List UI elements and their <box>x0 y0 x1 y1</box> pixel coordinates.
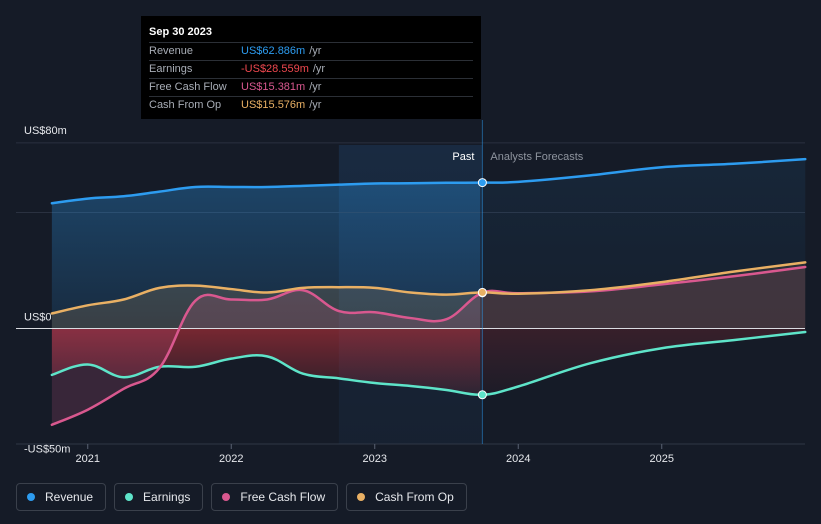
tooltip-unit: /yr <box>309 99 322 111</box>
legend-dot-icon <box>222 493 231 501</box>
tooltip-unit: /yr <box>312 63 326 75</box>
tooltip-label: Cash From Op <box>149 99 222 111</box>
x-tick-label: 2025 <box>650 453 674 465</box>
legend-label: Free Cash Flow <box>240 490 326 504</box>
analysts-forecasts-label: Analysts Forecasts <box>490 151 583 163</box>
fcf-area-forecast <box>480 267 806 329</box>
tooltip-row-free-cash-flow: Free Cash Flow US$15.381m /yr <box>149 78 473 96</box>
tooltip-value: US$62.886m <box>241 45 306 57</box>
legend-dot-icon <box>125 493 134 501</box>
legend-item-cash-from-op[interactable]: Cash From Op <box>346 483 467 511</box>
past-label: Past <box>452 151 474 163</box>
tooltip-label: Earnings <box>149 63 193 75</box>
data-tooltip: Sep 30 2023 Revenue US$62.886m /yr Earni… <box>141 16 481 119</box>
y-tick-label-zero: US$0 <box>24 312 52 324</box>
chart-legend: Revenue Earnings Free Cash Flow Cash Fro… <box>16 483 467 511</box>
tooltip-label: Revenue <box>149 45 194 57</box>
legend-label: Cash From Op <box>375 490 454 504</box>
cfo-area-past <box>51 285 480 329</box>
legend-dot-icon <box>357 493 366 501</box>
legend-label: Revenue <box>45 490 94 504</box>
revenue-marker <box>477 178 487 188</box>
tooltip-row-revenue: Revenue US$62.886m /yr <box>149 42 473 60</box>
fcf-line <box>50 265 807 427</box>
tooltip-unit: /yr <box>309 81 322 93</box>
revenue-line <box>50 157 807 205</box>
x-tick-label: 2023 <box>363 453 387 465</box>
cfo-area-forecast <box>480 262 806 329</box>
tooltip-unit: /yr <box>309 45 322 57</box>
x-tick-label: 2024 <box>506 453 530 465</box>
y-tick-label-bottom: -US$50m <box>24 444 70 456</box>
earnings-area-forecast <box>480 328 806 395</box>
legend-dot-icon <box>27 493 35 501</box>
revenue-area-forecast <box>480 159 806 329</box>
cfo-line <box>50 261 807 315</box>
earnings-area-past <box>51 328 480 395</box>
tooltip-row-cash-from-op: Cash From Op US$15.576m /yr <box>149 96 473 114</box>
x-axis: 2021 2022 2023 2024 2025 <box>76 444 674 465</box>
tooltip-row-earnings: Earnings -US$28.559m /yr <box>149 60 473 78</box>
series-lines <box>50 157 807 427</box>
series-area-fills <box>51 159 806 425</box>
x-tick-label: 2022 <box>219 453 243 465</box>
tooltip-value: -US$28.559m <box>241 63 309 75</box>
fcf-area-past <box>51 289 480 425</box>
legend-item-free-cash-flow[interactable]: Free Cash Flow <box>211 483 339 511</box>
legend-item-revenue[interactable]: Revenue <box>16 483 107 511</box>
tooltip-value: US$15.576m <box>241 99 306 111</box>
revenue-area-past <box>51 182 480 329</box>
x-tick-label: 2021 <box>76 453 100 465</box>
tooltip-date: Sep 30 2023 <box>149 26 212 38</box>
legend-label: Earnings <box>143 490 191 504</box>
tooltip-point-markers <box>477 178 487 400</box>
y-tick-label-top: US$80m <box>24 125 67 137</box>
tooltip-label: Free Cash Flow <box>149 81 227 93</box>
legend-item-earnings[interactable]: Earnings <box>114 483 204 511</box>
earnings-marker <box>477 390 487 400</box>
tooltip-value: US$15.381m <box>241 81 306 93</box>
cfo-marker <box>477 287 487 297</box>
